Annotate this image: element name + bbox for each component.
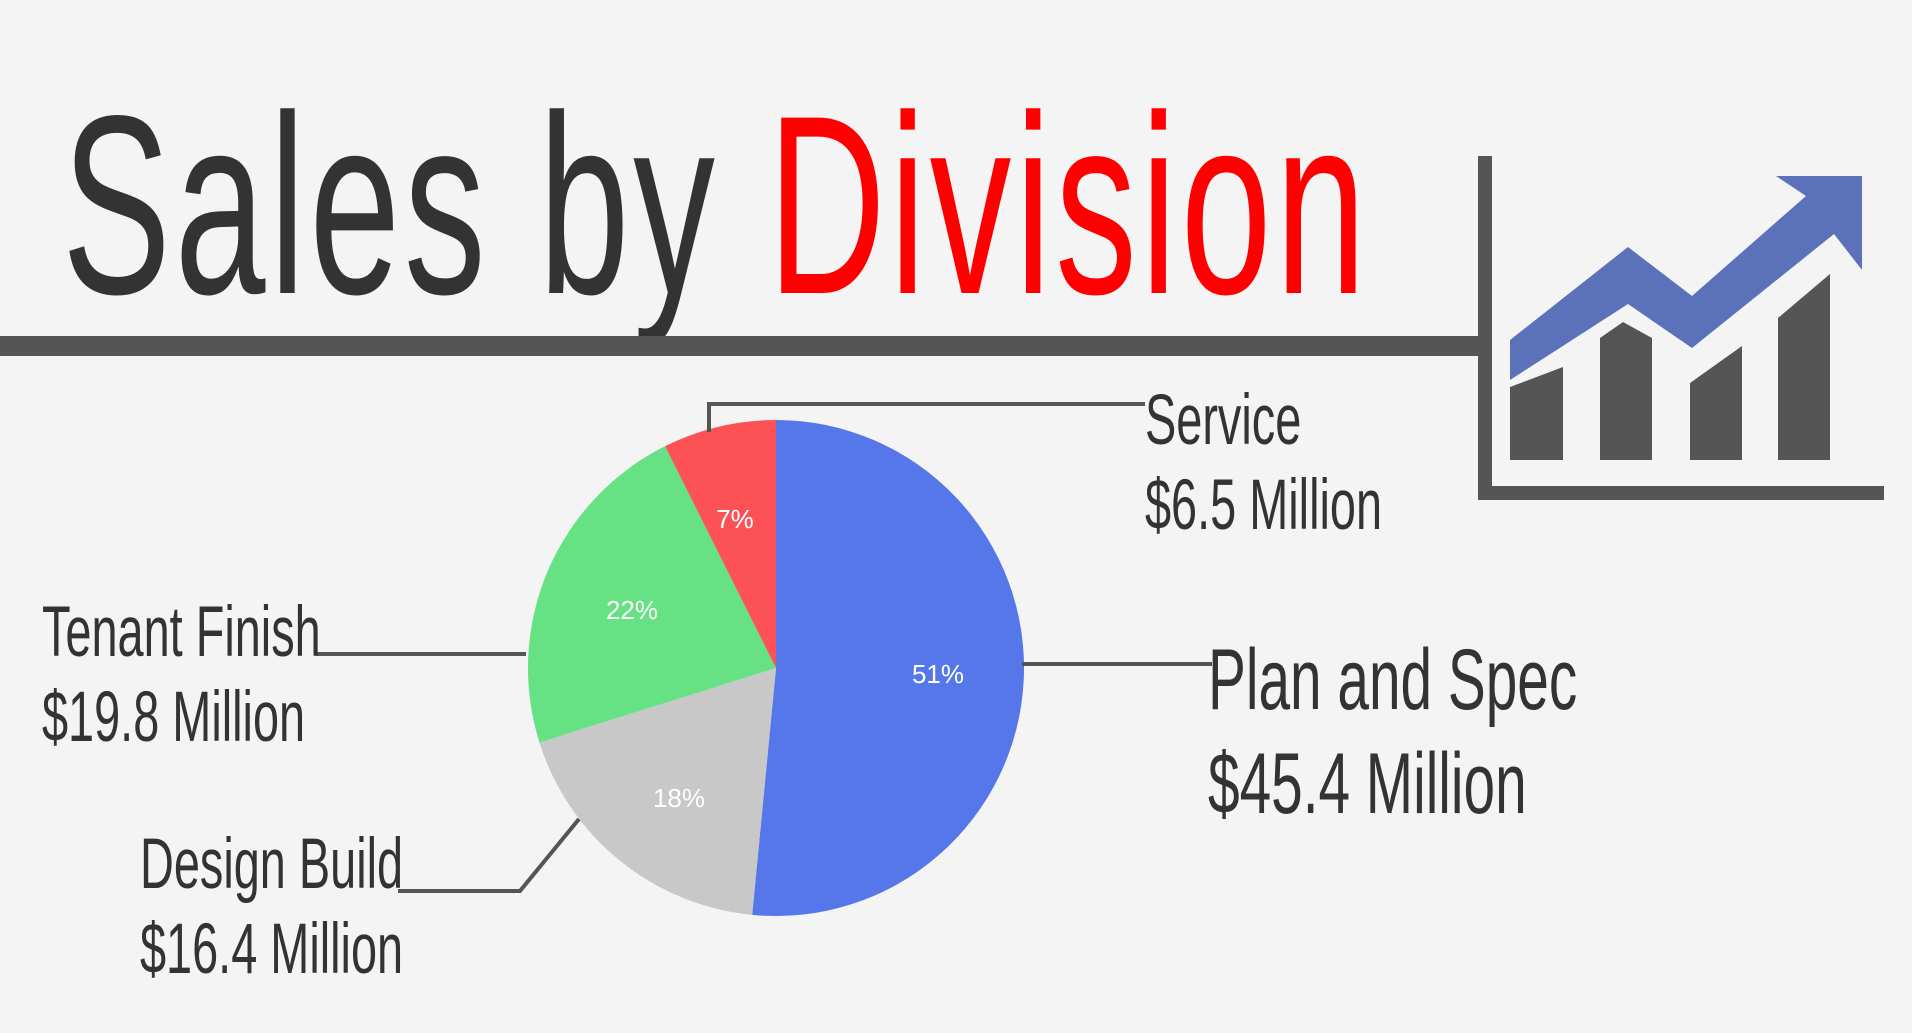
callout-service-name: Service bbox=[1145, 381, 1302, 460]
icon-bar-1 bbox=[1510, 367, 1563, 460]
callout-tenant-finish: Tenant Finish $19.8 Million bbox=[42, 590, 321, 760]
pie-slice-plan-and-spec bbox=[752, 420, 1025, 916]
callout-design-build-name: Design Build bbox=[140, 825, 404, 904]
icon-bar-4 bbox=[1778, 274, 1830, 460]
callout-plan-and-spec-amount: $45.4 Million bbox=[1208, 736, 1527, 832]
page-title: Sales by Division bbox=[62, 78, 1370, 333]
icon-axis-horizontal bbox=[1478, 486, 1884, 500]
callout-service-amount: $6.5 Million bbox=[1145, 466, 1383, 545]
icon-arrow bbox=[1510, 176, 1862, 380]
pie-label-tenant-finish: 22% bbox=[606, 595, 658, 625]
callout-tenant-finish-name: Tenant Finish bbox=[42, 593, 321, 672]
pie-slice-tenant-finish bbox=[528, 446, 776, 743]
leader-lines bbox=[316, 402, 1212, 893]
header-rule bbox=[0, 336, 1482, 356]
icon-bar-2 bbox=[1600, 322, 1652, 460]
title-part-accent: Division bbox=[767, 63, 1370, 348]
callout-service: Service $6.5 Million bbox=[1145, 378, 1382, 548]
pie-slice-service bbox=[665, 420, 776, 668]
callout-design-build: Design Build $16.4 Million bbox=[140, 822, 403, 992]
title-part-dark: Sales by bbox=[62, 63, 719, 348]
pie-label-service: 7% bbox=[716, 504, 754, 534]
icon-axis-vertical bbox=[1478, 156, 1492, 500]
callout-tenant-finish-amount: $19.8 Million bbox=[42, 678, 306, 757]
pie-slice-design-build bbox=[539, 668, 776, 915]
pie-label-design-build: 18% bbox=[653, 783, 705, 813]
leader-line-design-build bbox=[398, 817, 581, 893]
icon-bar-3 bbox=[1690, 346, 1742, 460]
callout-plan-and-spec-name: Plan and Spec bbox=[1208, 632, 1578, 728]
leader-line-service bbox=[707, 402, 1145, 432]
percent-labels: 51% 18% 22% 7% bbox=[606, 504, 964, 813]
pie-label-plan-and-spec: 51% bbox=[912, 659, 964, 689]
callout-plan-and-spec: Plan and Spec $45.4 Million bbox=[1208, 628, 1577, 836]
growth-chart-icon bbox=[1478, 156, 1884, 500]
pie-slices bbox=[528, 420, 1025, 916]
callout-design-build-amount: $16.4 Million bbox=[140, 910, 404, 989]
